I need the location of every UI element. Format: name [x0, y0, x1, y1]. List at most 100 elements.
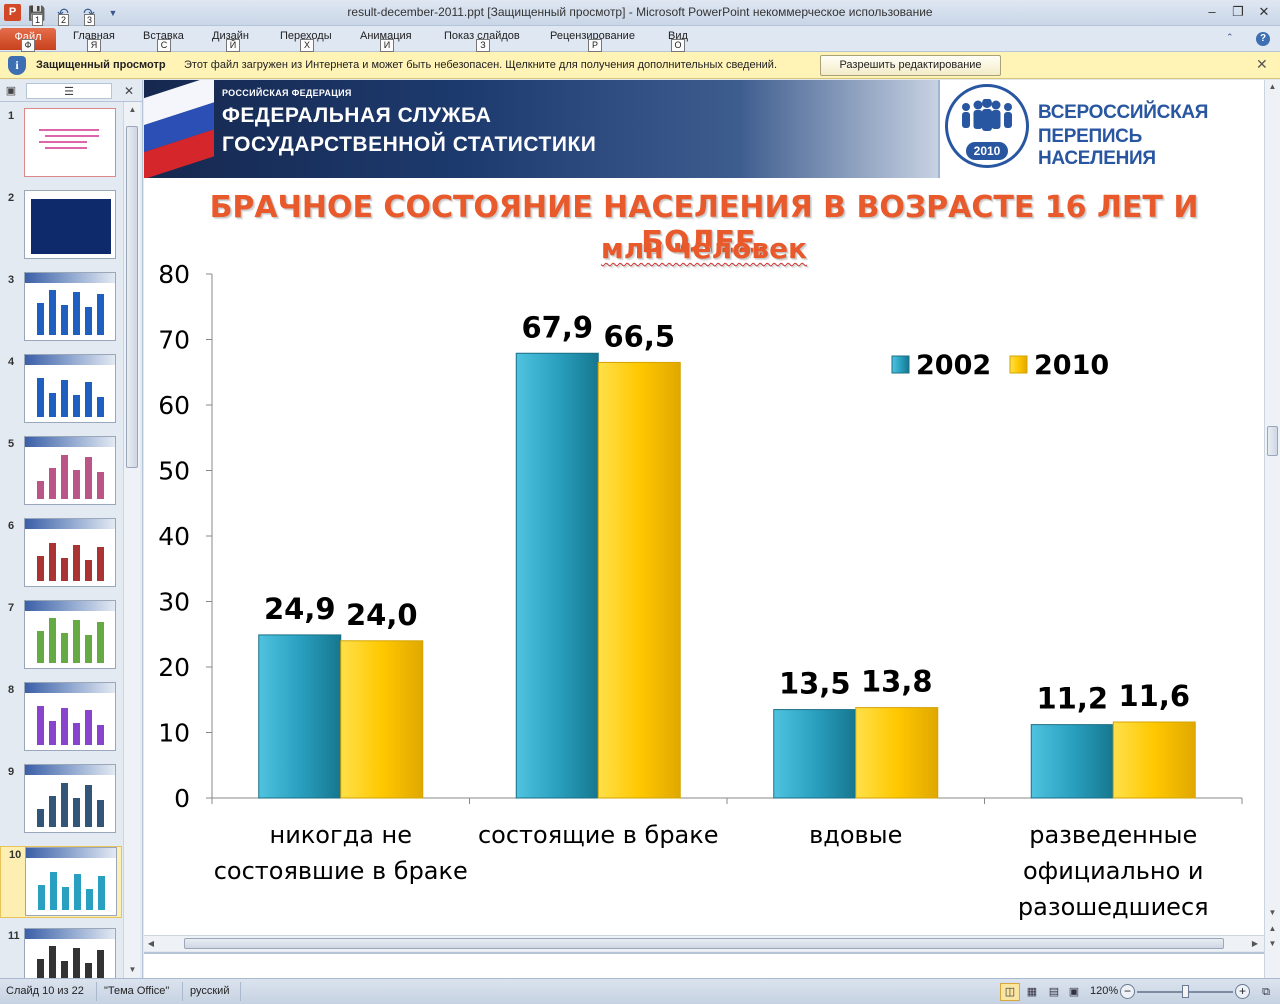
undo-icon[interactable]: ↶ 2 [57, 5, 69, 26]
slide-thumbnail[interactable]: 3 [0, 272, 122, 344]
zoom-slider-thumb[interactable] [1182, 985, 1189, 998]
slideshow-view-icon[interactable]: ▣ [1068, 986, 1080, 998]
preview-bar [61, 708, 68, 745]
vscroll-thumb[interactable] [1267, 426, 1278, 456]
collapse-ribbon-icon[interactable]: ⌃ [1226, 32, 1234, 42]
people-icon [962, 99, 1012, 131]
shield-info-icon: i [8, 56, 26, 75]
hscroll-right-icon[interactable]: ▶ [1251, 939, 1259, 948]
banner-line-2: ГОСУДАРСТВЕННОЙ СТАТИСТИКИ [222, 133, 597, 156]
save-icon[interactable]: 💾 1 [28, 5, 46, 26]
data-label: 13,5 [779, 667, 851, 701]
slide-thumbnail[interactable]: 9 [0, 764, 122, 836]
slide-thumbnail[interactable]: 5 [0, 436, 122, 508]
slide-thumbnail[interactable]: 10 [0, 846, 122, 918]
scroll-down-icon[interactable]: ▼ [128, 965, 137, 974]
slide-subtitle-text: млн человек [600, 232, 808, 265]
theme-name[interactable]: "Тема Office" [104, 985, 170, 997]
slides-tab-icon[interactable]: ▣ [5, 85, 17, 97]
preview-header [25, 765, 115, 775]
tab-animation[interactable]: Анимация [360, 30, 412, 42]
bar-chart: 0 10 20 30 40 50 60 70 80 24,9 67,9 13,5 11,2 24,0 66,… [158, 260, 1243, 921]
slide-counter: Слайд 10 из 22 [6, 985, 84, 997]
slide-preview [24, 682, 116, 751]
y-tick-label: 40 [158, 522, 190, 551]
tab-home[interactable]: Главная [73, 30, 115, 42]
slide-thumbnail[interactable]: 11 [0, 928, 122, 1000]
slide-preview [24, 354, 116, 423]
slide-thumbnail[interactable]: 4 [0, 354, 122, 426]
slide-number: 5 [8, 438, 15, 450]
slide-vertical-scrollbar[interactable]: ▲ ▼ ▲ ▼ [1264, 80, 1280, 978]
preview-bar [61, 380, 68, 417]
help-icon[interactable]: ? [1256, 32, 1270, 46]
keytip: Я [87, 39, 101, 52]
language-indicator[interactable]: русский [190, 985, 230, 997]
panel-scrollbar[interactable]: ▲ ▼ [123, 102, 140, 978]
restore-icon[interactable]: ❐ [1232, 4, 1244, 19]
y-tick-label: 20 [158, 653, 190, 682]
window-title: result-december-2011.ppt [Защищенный про… [347, 5, 933, 19]
vscroll-up-icon[interactable]: ▲ [1268, 82, 1277, 91]
next-slide-icon[interactable]: ▼ [1268, 939, 1277, 948]
slide-thumbnail[interactable]: 1 [0, 108, 122, 180]
slide-viewport[interactable]: РОССИЙСКАЯ ФЕДЕРАЦИЯ ФЕДЕРАЛЬНАЯ СЛУЖБА … [144, 80, 1264, 935]
slide-number: 8 [8, 684, 15, 696]
normal-view-icon[interactable]: ◫ [1000, 983, 1020, 1001]
title-bar: P 💾 1 ↶ 2 ↷ 3 ▼ result-december-2011.ppt [З… [0, 0, 1280, 26]
slide-thumbnail[interactable]: 6 [0, 518, 122, 590]
scroll-up-icon[interactable]: ▲ [128, 105, 137, 114]
close-icon[interactable]: ✕ [1258, 4, 1270, 19]
close-panel-icon[interactable]: ✕ [123, 84, 135, 98]
preview-bar [97, 472, 104, 499]
minimize-icon[interactable]: – [1208, 4, 1216, 19]
y-tick-label: 10 [158, 719, 190, 748]
preview-header [25, 519, 115, 529]
outline-tab-icon[interactable]: ☰ [26, 83, 112, 99]
protected-view-message[interactable]: Этот файл загружен из Интернета и может … [184, 59, 777, 71]
preview-bar [49, 946, 56, 991]
powerpoint-app-icon[interactable]: P [4, 4, 21, 21]
tab-slideshow[interactable]: Показ слайдов [444, 30, 520, 42]
vscroll-down-icon[interactable]: ▼ [1268, 908, 1277, 917]
fit-to-window-icon[interactable]: ⧉ [1262, 986, 1270, 998]
enable-editing-button[interactable]: Разрешить редактирование [820, 55, 1001, 76]
slide-number: 11 [8, 930, 20, 942]
census-logo-block: 2010 ВСЕРОССИЙСКАЯ ПЕРЕПИСЬ НАСЕЛЕНИЯ [938, 80, 1264, 178]
panel-scroll-thumb[interactable] [126, 126, 138, 468]
banner-country: РОССИЙСКАЯ ФЕДЕРАЦИЯ [222, 88, 352, 98]
preview-bar [85, 457, 92, 499]
tab-insert[interactable]: Вставка [143, 30, 184, 42]
bar-2002 [258, 634, 342, 799]
zoom-in-icon[interactable]: + [1235, 984, 1250, 999]
ribbon-tabs: Файл Ф Главная Я Вставка С Дизайн Й Пере… [0, 26, 1280, 52]
zoom-level[interactable]: 120% [1090, 985, 1119, 997]
slide-thumbnail[interactable]: 7 [0, 600, 122, 672]
preview-bar [37, 959, 44, 991]
close-message-bar-icon[interactable]: ✕ [1256, 56, 1268, 72]
redo-icon[interactable]: ↷ 3 [83, 5, 95, 26]
preview-bar [49, 290, 56, 335]
slide-horizontal-scrollbar[interactable]: ◀ ▶ [144, 935, 1264, 951]
preview-header [25, 355, 115, 365]
data-label: 13,8 [861, 665, 933, 699]
reading-view-icon[interactable]: ▤ [1048, 986, 1060, 998]
zoom-out-icon[interactable]: − [1120, 984, 1135, 999]
customize-qat-icon[interactable]: ▼ [108, 8, 118, 18]
tab-transitions[interactable]: Переходы [280, 30, 332, 42]
notes-pane[interactable] [144, 952, 1264, 978]
data-label: 11,6 [1118, 679, 1190, 713]
hscroll-thumb[interactable] [184, 938, 1224, 949]
slide-thumbnail[interactable]: 8 [0, 682, 122, 754]
status-bar: Слайд 10 из 22 "Тема Office" русский ◫ ▦… [0, 978, 1280, 1004]
preview-bar [85, 307, 92, 335]
preview-bar [73, 292, 80, 335]
slide-preview [25, 847, 117, 916]
category-label: разошедшиеся [1018, 893, 1209, 921]
category-label: вдовые [809, 821, 902, 849]
tab-review[interactable]: Рецензирование [550, 30, 635, 42]
slide-sorter-icon[interactable]: ▦ [1026, 986, 1038, 998]
prev-slide-icon[interactable]: ▲ [1268, 924, 1277, 933]
slide-thumbnail[interactable]: 2 [0, 190, 122, 262]
hscroll-left-icon[interactable]: ◀ [147, 939, 155, 948]
